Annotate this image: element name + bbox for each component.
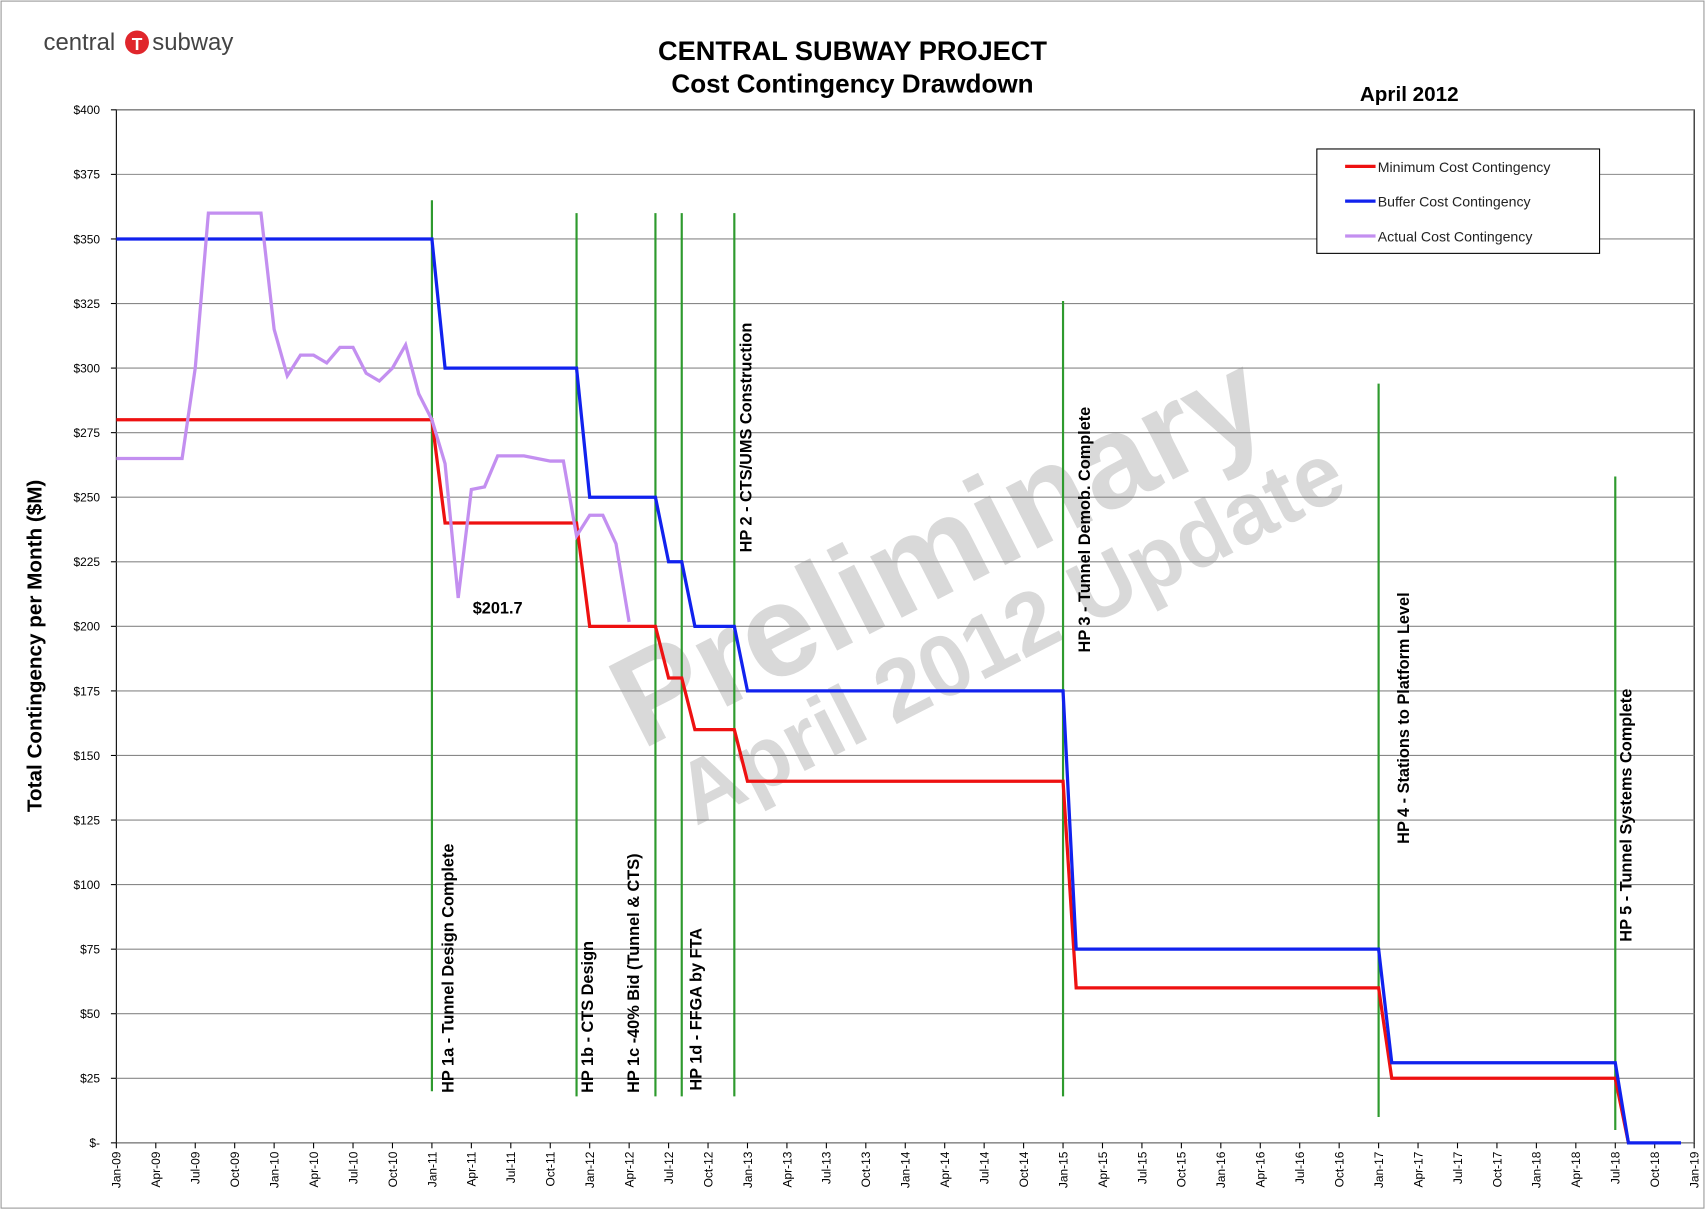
x-tick-label: Apr-12 — [622, 1151, 636, 1187]
y-tick-label: $350 — [73, 232, 100, 246]
y-tick-label: $250 — [73, 491, 100, 505]
x-tick-label: Jul-12 — [662, 1151, 676, 1184]
y-tick-label: $400 — [73, 103, 100, 117]
logo-left: central — [43, 29, 115, 56]
y-tick-label: $75 — [80, 943, 100, 957]
x-tick-label: Jan-17 — [1372, 1151, 1386, 1188]
series-line — [116, 211, 631, 623]
legend-label: Minimum Cost Contingency — [1378, 159, 1552, 175]
x-tick-label: Jan-18 — [1530, 1151, 1544, 1188]
logo-mark: T — [132, 34, 143, 54]
legend-label: Buffer Cost Contingency — [1378, 194, 1532, 210]
milestone-label: HP 1d - FFGA by FTA — [687, 928, 705, 1091]
x-tick-label: Jan-19 — [1688, 1151, 1702, 1188]
x-tick-label: Oct-17 — [1490, 1151, 1504, 1187]
y-tick-label: $375 — [73, 168, 100, 182]
x-tick-label: Jan-11 — [425, 1151, 439, 1187]
chart-subtitle: Cost Contingency Drawdown — [671, 68, 1033, 98]
y-tick-label: $225 — [73, 555, 100, 569]
milestone-label: HP 1c -40% Bid (Tunnel & CTS) — [625, 853, 643, 1092]
x-tick-label: Jan-12 — [583, 1151, 597, 1188]
x-tick-label: Jul-13 — [820, 1151, 834, 1184]
logo-circle — [125, 30, 149, 55]
y-tick-label: $50 — [80, 1007, 100, 1021]
milestone-label: HP 3 - Tunnel Demob. Complete — [1076, 407, 1094, 653]
series-line — [116, 237, 1682, 1145]
x-tick-label: Jul-16 — [1293, 1151, 1307, 1184]
x-tick-label: Jan-14 — [899, 1151, 913, 1188]
x-tick-label: Apr-09 — [149, 1151, 163, 1187]
logo-right: subway — [152, 29, 233, 56]
x-tick-label: Jul-17 — [1451, 1151, 1465, 1184]
x-tick-label: Jan-10 — [267, 1151, 281, 1188]
chart-title: CENTRAL SUBWAY PROJECT — [658, 35, 1047, 66]
milestone-label: HP 4 - Stations to Platform Level — [1395, 592, 1413, 843]
x-tick-label: Jul-18 — [1609, 1151, 1623, 1184]
y-tick-label: $325 — [73, 297, 100, 311]
x-tick-label: Oct-10 — [386, 1151, 400, 1187]
y-tick-label: $100 — [73, 878, 100, 892]
y-tick-label: $275 — [73, 426, 100, 440]
x-tick-label: Apr-15 — [1096, 1151, 1110, 1187]
x-tick-label: Oct-16 — [1333, 1151, 1347, 1187]
x-tick-label: Jan-13 — [741, 1151, 755, 1188]
date-label: April 2012 — [1360, 83, 1459, 106]
y-tick-label: $- — [89, 1136, 100, 1150]
x-tick-label: Jan-16 — [1214, 1151, 1228, 1188]
x-tick-label: Jul-09 — [189, 1151, 203, 1184]
x-tick-label: Jan-15 — [1056, 1151, 1070, 1188]
x-tick-label: Apr-14 — [938, 1151, 952, 1187]
y-tick-label: $125 — [73, 813, 100, 827]
x-tick-label: Apr-17 — [1411, 1151, 1425, 1187]
y-tick-label: $200 — [73, 620, 100, 634]
x-tick-label: Apr-10 — [307, 1151, 321, 1187]
x-tick-label: Jul-15 — [1135, 1151, 1149, 1184]
x-tick-label: Jul-11 — [504, 1151, 518, 1183]
x-tick-label: Jan-09 — [110, 1151, 124, 1188]
x-tick-label: Oct-12 — [701, 1151, 715, 1187]
series-line — [116, 418, 1631, 1144]
x-tick-label: Jul-10 — [346, 1151, 360, 1184]
x-tick-label: Jul-14 — [978, 1151, 992, 1184]
milestone-label: HP 2 - CTS/UMS Construction — [738, 323, 756, 553]
annotation: $201.7 — [473, 599, 523, 617]
x-tick-label: Oct-13 — [859, 1151, 873, 1187]
y-tick-label: $175 — [73, 684, 100, 698]
legend-label: Actual Cost Contingency — [1378, 228, 1534, 244]
x-tick-label: Oct-18 — [1648, 1151, 1662, 1187]
milestone-label: HP 5 - Tunnel Systems Complete — [1618, 689, 1636, 942]
y-tick-label: $25 — [80, 1072, 100, 1086]
y-tick-label: $150 — [73, 749, 100, 763]
milestone-label: HP 1b - CTS Design — [579, 941, 597, 1093]
x-tick-label: Apr-11 — [465, 1151, 479, 1186]
x-tick-label: Apr-16 — [1254, 1151, 1268, 1187]
x-tick-label: Apr-13 — [780, 1151, 794, 1187]
y-axis-label: Total Contingency per Month ($M) — [23, 480, 46, 812]
y-tick-label: $300 — [73, 361, 100, 375]
milestone-label: HP 1a - Tunnel Design Complete — [440, 844, 458, 1093]
x-tick-label: Oct-15 — [1175, 1151, 1189, 1187]
x-tick-label: Oct-11 — [544, 1151, 558, 1186]
x-tick-label: Oct-14 — [1017, 1151, 1031, 1187]
x-tick-label: Oct-09 — [228, 1151, 242, 1187]
x-tick-label: Apr-18 — [1569, 1151, 1583, 1187]
